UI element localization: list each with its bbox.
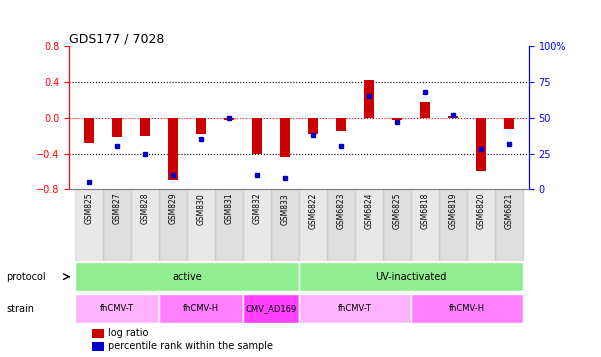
Bar	[411, 189, 439, 261]
Bar	[252, 118, 262, 154]
Text: CMV_AD169: CMV_AD169	[245, 304, 296, 313]
Text: protocol: protocol	[6, 272, 46, 282]
Bar	[467, 189, 495, 261]
Text: GSM6825: GSM6825	[392, 193, 401, 229]
FancyBboxPatch shape	[75, 294, 159, 323]
Bar	[495, 189, 523, 261]
Bar	[168, 118, 178, 180]
Bar	[327, 189, 355, 261]
Bar	[215, 189, 243, 261]
Bar	[392, 118, 402, 120]
Bar	[477, 118, 486, 171]
Text: GSM6820: GSM6820	[477, 193, 486, 229]
Text: GSM6819: GSM6819	[449, 193, 458, 229]
Bar	[196, 118, 206, 134]
Bar	[224, 118, 234, 120]
FancyBboxPatch shape	[243, 294, 299, 323]
Bar	[103, 189, 131, 261]
Bar	[159, 189, 187, 261]
Bar	[75, 189, 103, 261]
Bar	[420, 102, 430, 118]
Bar	[84, 118, 94, 143]
Text: GSM6818: GSM6818	[421, 193, 430, 229]
Text: GSM6823: GSM6823	[337, 193, 346, 229]
Text: active: active	[172, 272, 202, 282]
FancyBboxPatch shape	[411, 294, 523, 323]
Bar	[112, 118, 121, 137]
Text: GSM832: GSM832	[252, 193, 261, 225]
Text: percentile rank within the sample: percentile rank within the sample	[108, 341, 273, 351]
Bar	[131, 189, 159, 261]
Bar	[92, 329, 103, 338]
Text: GSM827: GSM827	[112, 193, 121, 225]
Bar	[439, 189, 467, 261]
Bar	[504, 118, 514, 129]
Bar	[280, 118, 290, 157]
Text: GDS177 / 7028: GDS177 / 7028	[69, 32, 165, 45]
Text: GSM830: GSM830	[197, 193, 206, 225]
Text: GSM825: GSM825	[84, 193, 93, 225]
FancyBboxPatch shape	[299, 294, 411, 323]
Bar	[448, 116, 458, 118]
Text: fhCMV-T: fhCMV-T	[338, 304, 372, 313]
FancyBboxPatch shape	[159, 294, 243, 323]
Bar	[299, 189, 327, 261]
Bar	[364, 80, 374, 118]
Bar	[383, 189, 411, 261]
Text: GSM833: GSM833	[281, 193, 290, 225]
Text: strain: strain	[6, 304, 34, 314]
Bar	[308, 118, 318, 134]
Bar	[140, 118, 150, 136]
Text: GSM828: GSM828	[140, 193, 149, 224]
Text: GSM6821: GSM6821	[505, 193, 514, 229]
Bar	[187, 189, 215, 261]
FancyBboxPatch shape	[75, 262, 299, 291]
Text: log ratio: log ratio	[108, 328, 148, 338]
Text: GSM829: GSM829	[168, 193, 177, 225]
Bar	[336, 118, 346, 131]
Bar	[243, 189, 271, 261]
Text: GSM6822: GSM6822	[308, 193, 317, 229]
FancyBboxPatch shape	[299, 262, 523, 291]
Text: GSM6824: GSM6824	[365, 193, 374, 229]
Bar	[92, 342, 103, 351]
Text: fhCMV-T: fhCMV-T	[100, 304, 134, 313]
Bar	[271, 189, 299, 261]
Text: fhCMV-H: fhCMV-H	[183, 304, 219, 313]
Text: GSM831: GSM831	[224, 193, 233, 225]
Bar	[355, 189, 383, 261]
Text: UV-inactivated: UV-inactivated	[376, 272, 447, 282]
Text: fhCMV-H: fhCMV-H	[449, 304, 485, 313]
